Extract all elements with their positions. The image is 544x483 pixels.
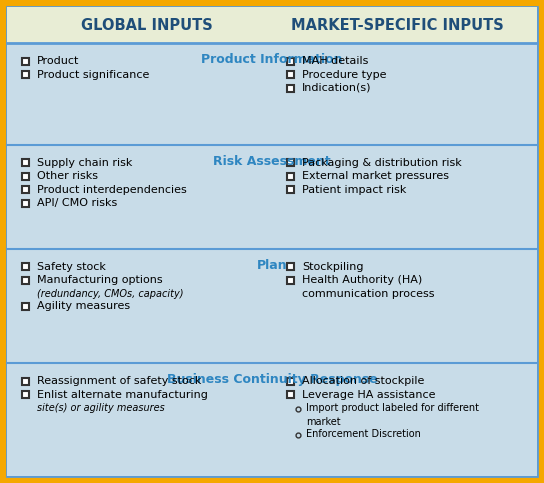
Text: Business Continuity Response: Business Continuity Response [166,373,378,386]
FancyBboxPatch shape [7,43,537,145]
Text: Stockpiling: Stockpiling [302,262,363,271]
Text: site(s) or agility measures: site(s) or agility measures [37,403,165,413]
Bar [22,159,28,166]
Bar [22,263,28,270]
FancyBboxPatch shape [7,7,537,43]
Text: Import product labeled for different: Import product labeled for different [306,403,479,413]
Text: MAH details: MAH details [302,56,368,66]
Text: Enforcement Discretion: Enforcement Discretion [306,429,421,440]
Bar [22,391,28,398]
Text: MARKET-SPECIFIC INPUTS: MARKET-SPECIFIC INPUTS [290,17,504,32]
Bar [287,159,294,166]
Text: Agility measures: Agility measures [37,301,130,311]
Text: market: market [306,417,341,427]
Bar [287,173,294,180]
Bar [22,186,28,193]
Text: Manufacturing options: Manufacturing options [37,275,163,285]
Text: Product interdependencies: Product interdependencies [37,185,187,195]
Bar [22,71,28,78]
Bar [22,378,28,385]
Bar [22,303,28,310]
Text: Leverage HA assistance: Leverage HA assistance [302,390,436,400]
FancyBboxPatch shape [7,363,537,476]
Text: Product significance: Product significance [37,70,150,80]
Text: Enlist alternate manufacturing: Enlist alternate manufacturing [37,390,208,400]
Bar [22,57,28,65]
Text: Procedure type: Procedure type [302,70,386,80]
FancyBboxPatch shape [7,249,537,363]
Text: API/ CMO risks: API/ CMO risks [37,198,118,208]
Text: Risk Assessment: Risk Assessment [213,155,331,168]
Text: Allocation of stockpile: Allocation of stockpile [302,376,424,386]
FancyBboxPatch shape [7,7,537,476]
Text: Product Information: Product Information [201,53,343,66]
Bar [287,85,294,91]
Text: Plan: Plan [257,259,287,271]
Text: Health Authority (HA): Health Authority (HA) [302,275,422,285]
Text: GLOBAL INPUTS: GLOBAL INPUTS [81,17,213,32]
Bar [22,277,28,284]
Text: communication process: communication process [302,289,435,298]
Bar [287,277,294,284]
Bar [287,378,294,385]
Text: Supply chain risk: Supply chain risk [37,158,132,168]
Text: External market pressures: External market pressures [302,171,449,181]
FancyBboxPatch shape [7,145,537,249]
Text: Safety stock: Safety stock [37,262,106,271]
Bar [22,200,28,207]
Text: Other risks: Other risks [37,171,98,181]
Text: Product: Product [37,56,79,66]
Bar [22,173,28,180]
Bar [287,57,294,65]
Bar [287,391,294,398]
Text: Patient impact risk: Patient impact risk [302,185,406,195]
Text: (redundancy, CMOs, capacity): (redundancy, CMOs, capacity) [37,289,183,298]
Text: Indication(s): Indication(s) [302,83,372,93]
Text: Reassignment of safety stock: Reassignment of safety stock [37,376,201,386]
Bar [287,263,294,270]
Bar [287,71,294,78]
Text: Packaging & distribution risk: Packaging & distribution risk [302,158,462,168]
Bar [287,186,294,193]
